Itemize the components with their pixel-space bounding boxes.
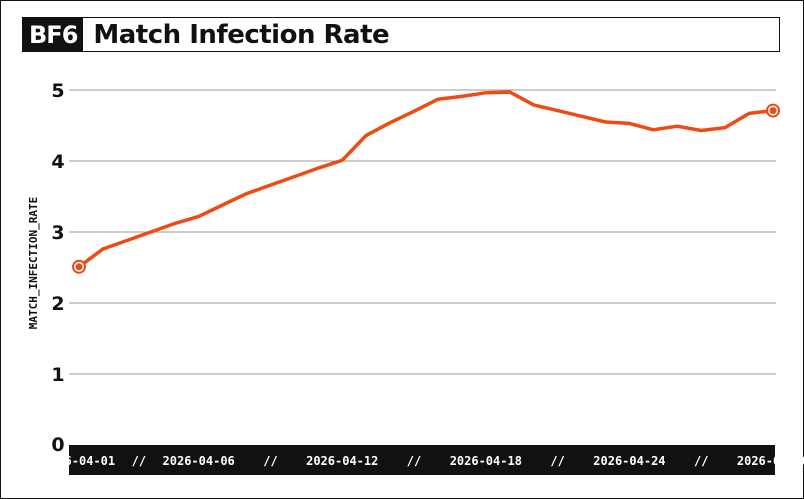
x-tick-label: 2026-04-18 [450, 454, 522, 468]
series-line [77, 90, 775, 269]
y-tick-label: 0 [51, 434, 64, 456]
series-endpoints [72, 103, 780, 274]
y-tick-label: 4 [51, 151, 64, 173]
x-tick-label: 2026-04-06 [163, 454, 235, 468]
x-tick-label: 2026-04-01 [43, 454, 115, 468]
brand-logo: BF6 [23, 18, 84, 51]
x-tick-separator: // [550, 454, 564, 468]
gridlines [69, 89, 776, 375]
x-tick-separator: // [132, 454, 146, 468]
x-tick-separator: // [407, 454, 421, 468]
x-axis-band [69, 445, 775, 475]
x-tick-label: 2026-04-24 [593, 454, 665, 468]
y-tick-label: 1 [51, 364, 64, 386]
start-point-dot [75, 263, 83, 271]
x-tick-separator: // [694, 454, 708, 468]
chart-title: Match Infection Rate [93, 19, 390, 50]
y-tick-label: 5 [51, 80, 64, 102]
x-tick-label: 2026-04-12 [306, 454, 378, 468]
x-tick-labels: 2026-04-01 // 2026-04-06 // 2026-04-12 // 2026… [43, 454, 804, 468]
y-axis-label: MATCH_INFECTION_RATE [27, 197, 40, 329]
x-tick-label: 2026-04-30 [737, 454, 804, 468]
y-tick-label: 2 [51, 293, 64, 315]
title-bar: BF6 Match Infection Rate [22, 17, 780, 52]
y-tick-labels: 0 1 2 3 4 5 [51, 80, 64, 456]
end-point-dot [769, 107, 777, 115]
x-tick-separator: // [263, 454, 277, 468]
y-tick-label: 3 [51, 222, 64, 244]
